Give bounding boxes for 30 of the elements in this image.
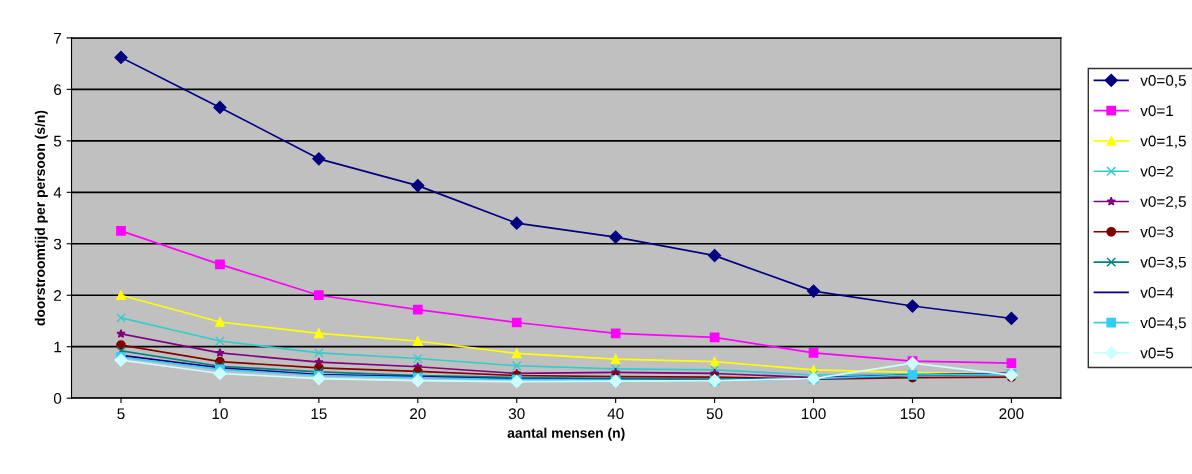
x-tick-label: 30 [508,408,525,420]
y-tick-label: 2 [54,290,62,301]
x-tick-label: 100 [801,408,826,420]
y-tick-label: 6 [54,84,62,96]
legend-label: v0=1 [1140,105,1174,117]
legend-label: v0=0,5 [1140,75,1186,88]
y-axis-title: doorstroomtijd per persoon (s/n) [34,110,48,326]
legend-label: v0=1,5 [1140,135,1186,149]
y-tick-label: 4 [53,187,62,198]
y-tick-label: 7 [54,32,62,44]
x-tick-label: 200 [999,408,1024,420]
legend-label: v0=3 [1140,226,1174,238]
legend-label: v0=4,5 [1140,317,1186,330]
x-tick-label: 5 [117,408,125,420]
x-tick-label: 10 [212,408,228,420]
legend-label: v0=2,5 [1140,196,1186,209]
x-tick-label: 50 [706,408,723,420]
x-tick-label: 20 [410,408,426,420]
y-tick-label: 1 [54,341,62,353]
x-axis-title: aantal mensen (n) [507,427,625,441]
legend-label: v0=5 [1140,347,1174,359]
legend-label: v0=2 [1140,165,1174,177]
x-tick-label: 15 [311,408,327,420]
x-tick-label: 40 [607,408,624,420]
legend-label: v0=3,5 [1140,256,1186,270]
y-tick-label: 0 [53,393,62,404]
x-tick-label: 150 [900,408,925,420]
y-tick-label: 3 [53,238,62,250]
legend-label: v0=4 [1140,287,1174,298]
y-tick-label: 5 [53,135,62,147]
